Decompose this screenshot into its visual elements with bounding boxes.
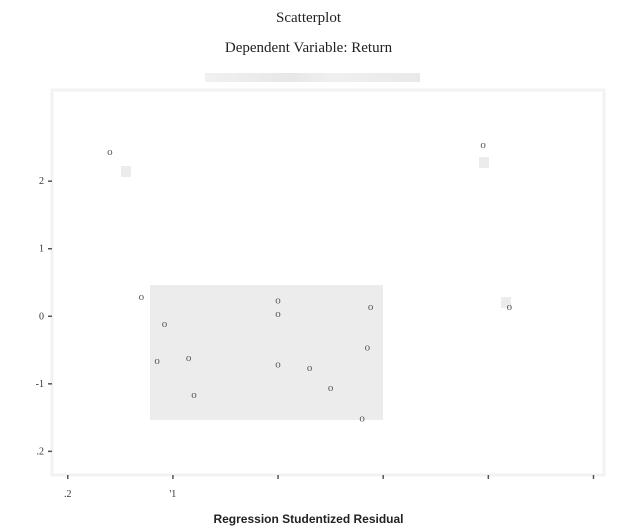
faint-artifact-left bbox=[121, 166, 131, 177]
data-point: o bbox=[368, 301, 374, 313]
y-axis: .2 -1 0 1 2 bbox=[36, 176, 52, 457]
faint-artifact-right bbox=[479, 157, 489, 168]
data-point: o bbox=[480, 139, 486, 151]
data-point: o bbox=[328, 382, 334, 394]
y-tick-label: 1 bbox=[39, 244, 44, 255]
data-point: o bbox=[275, 359, 281, 371]
y-tick-label: -1 bbox=[36, 379, 44, 390]
data-point: o bbox=[139, 291, 145, 303]
data-point: o bbox=[162, 318, 168, 330]
data-point: o bbox=[275, 294, 281, 306]
data-point: o bbox=[275, 308, 281, 320]
x-axis-label: Regression Studentized Residual bbox=[213, 512, 404, 526]
shaded-region bbox=[150, 285, 383, 420]
data-point: o bbox=[307, 362, 313, 374]
data-point: o bbox=[107, 146, 113, 158]
y-tick-label: .2 bbox=[37, 446, 45, 457]
y-tick-label: 0 bbox=[39, 311, 44, 322]
data-point: o bbox=[154, 355, 160, 367]
data-point: o bbox=[359, 413, 365, 425]
data-point: o bbox=[365, 342, 371, 354]
x-tick-label: .2 bbox=[64, 489, 72, 500]
x-tick-label: '1 bbox=[170, 489, 177, 500]
chart-subtitle: Dependent Variable: Return bbox=[224, 40, 393, 56]
x-axis: .2 '1 bbox=[64, 475, 595, 500]
chart-title: Scatterplot bbox=[276, 10, 341, 26]
data-point: o bbox=[507, 301, 513, 313]
faint-artifact-mid bbox=[501, 297, 511, 308]
data-point: o bbox=[186, 352, 192, 364]
data-point: o bbox=[191, 389, 197, 401]
faint-scan-band bbox=[205, 73, 420, 82]
y-tick-label: 2 bbox=[39, 176, 44, 187]
